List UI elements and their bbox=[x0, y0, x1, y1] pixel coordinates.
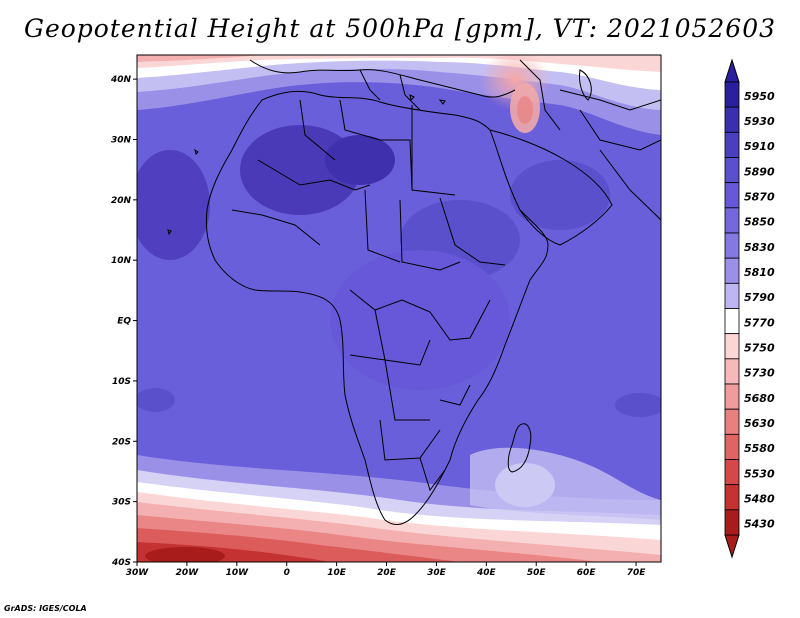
lat-tick-label: 40N bbox=[110, 75, 132, 85]
credit-text: GrADS: IGES/COLA bbox=[4, 604, 87, 613]
lon-tick-label: 40E bbox=[476, 568, 497, 578]
colorbar-label: 5930 bbox=[744, 115, 775, 128]
colorbar-swatch bbox=[724, 433, 740, 460]
colorbar-label: 5910 bbox=[744, 140, 775, 153]
lon-tick-label: 60E bbox=[577, 568, 597, 578]
colorbar-label: 5730 bbox=[744, 367, 775, 380]
lat-tick-label: EQ bbox=[117, 317, 131, 327]
colorbar-swatch bbox=[724, 282, 740, 309]
colorbar-label: 5850 bbox=[744, 216, 775, 229]
lat-tick-label: 30N bbox=[111, 136, 132, 146]
lon-tick-label: 30W bbox=[126, 568, 150, 578]
colorbar-swatch bbox=[724, 333, 740, 360]
lon-tick-label: 20W bbox=[176, 568, 200, 578]
lon-tick-label: 20E bbox=[377, 568, 397, 578]
colorbar-top-arrow bbox=[724, 58, 740, 83]
colorbar-swatch bbox=[724, 509, 740, 536]
lon-tick-label: 30E bbox=[427, 568, 447, 578]
colorbar-swatch bbox=[724, 182, 740, 209]
colorbar-swatch bbox=[724, 383, 740, 410]
colorbar-swatch bbox=[724, 232, 740, 259]
colorbar-label: 5830 bbox=[744, 241, 775, 254]
latitude-axis: 40N 30N 20N 10N EQ 10S 20S 30S 40S bbox=[110, 75, 137, 568]
colorbar-label: 5870 bbox=[744, 191, 775, 204]
lon-tick-label: 0 bbox=[284, 568, 290, 578]
colorbar-swatch bbox=[724, 358, 740, 385]
height-field bbox=[137, 55, 661, 562]
chart-title: Geopotential Height at 500hPa [gpm], VT:… bbox=[23, 14, 777, 43]
colorbar-swatch bbox=[724, 408, 740, 435]
lat-tick-label: 20N bbox=[111, 196, 132, 206]
colorbar-swatch bbox=[724, 207, 740, 234]
colorbar-label: 5630 bbox=[744, 417, 775, 430]
colorbar-label: 5750 bbox=[744, 342, 775, 355]
colorbar-label: 5950 bbox=[744, 90, 775, 103]
lat-tick-label: 10S bbox=[112, 377, 131, 387]
colorbar-label: 5890 bbox=[744, 165, 775, 178]
colorbar-label: 5480 bbox=[744, 493, 775, 506]
lat-tick-label: 40S bbox=[111, 558, 131, 568]
colorbar-swatch bbox=[724, 131, 740, 158]
lat-tick-label: 30S bbox=[112, 498, 131, 508]
colorbar-label: 5810 bbox=[744, 266, 775, 279]
colorbar-label: 5430 bbox=[744, 518, 775, 531]
colorbar-label: 5580 bbox=[744, 442, 775, 455]
colorbar-label: 5680 bbox=[744, 392, 775, 405]
colorbar-swatch bbox=[724, 81, 740, 108]
lon-tick-label: 50E bbox=[527, 568, 547, 578]
colorbar-swatch bbox=[724, 106, 740, 133]
colorbar: 5950 5930 5910 5890 5870 5850 5830 5810 5790 5770… bbox=[724, 58, 775, 559]
lon-tick-label: 70E bbox=[627, 568, 647, 578]
colorbar-swatch bbox=[724, 257, 740, 284]
lon-tick-label: 10W bbox=[226, 568, 250, 578]
country-borders bbox=[167, 59, 661, 526]
colorbar-swatch bbox=[724, 157, 740, 184]
map-frame bbox=[136, 54, 662, 563]
lat-tick-label: 10N bbox=[111, 256, 132, 266]
colorbar-swatch bbox=[724, 459, 740, 486]
colorbar-label: 5790 bbox=[744, 291, 775, 304]
colorbar-swatch bbox=[724, 308, 740, 335]
colorbar-label: 5530 bbox=[744, 467, 775, 480]
lat-tick-label: 20S bbox=[112, 437, 131, 447]
colorbar-label: 5770 bbox=[744, 316, 775, 329]
colorbar-swatch bbox=[724, 484, 740, 511]
lon-tick-label: 10E bbox=[327, 568, 347, 578]
colorbar-bottom-arrow bbox=[724, 534, 740, 559]
longitude-axis: 30W 20W 10W 0 10E 20E 30E 40E 50E 60E 70E bbox=[126, 562, 646, 578]
